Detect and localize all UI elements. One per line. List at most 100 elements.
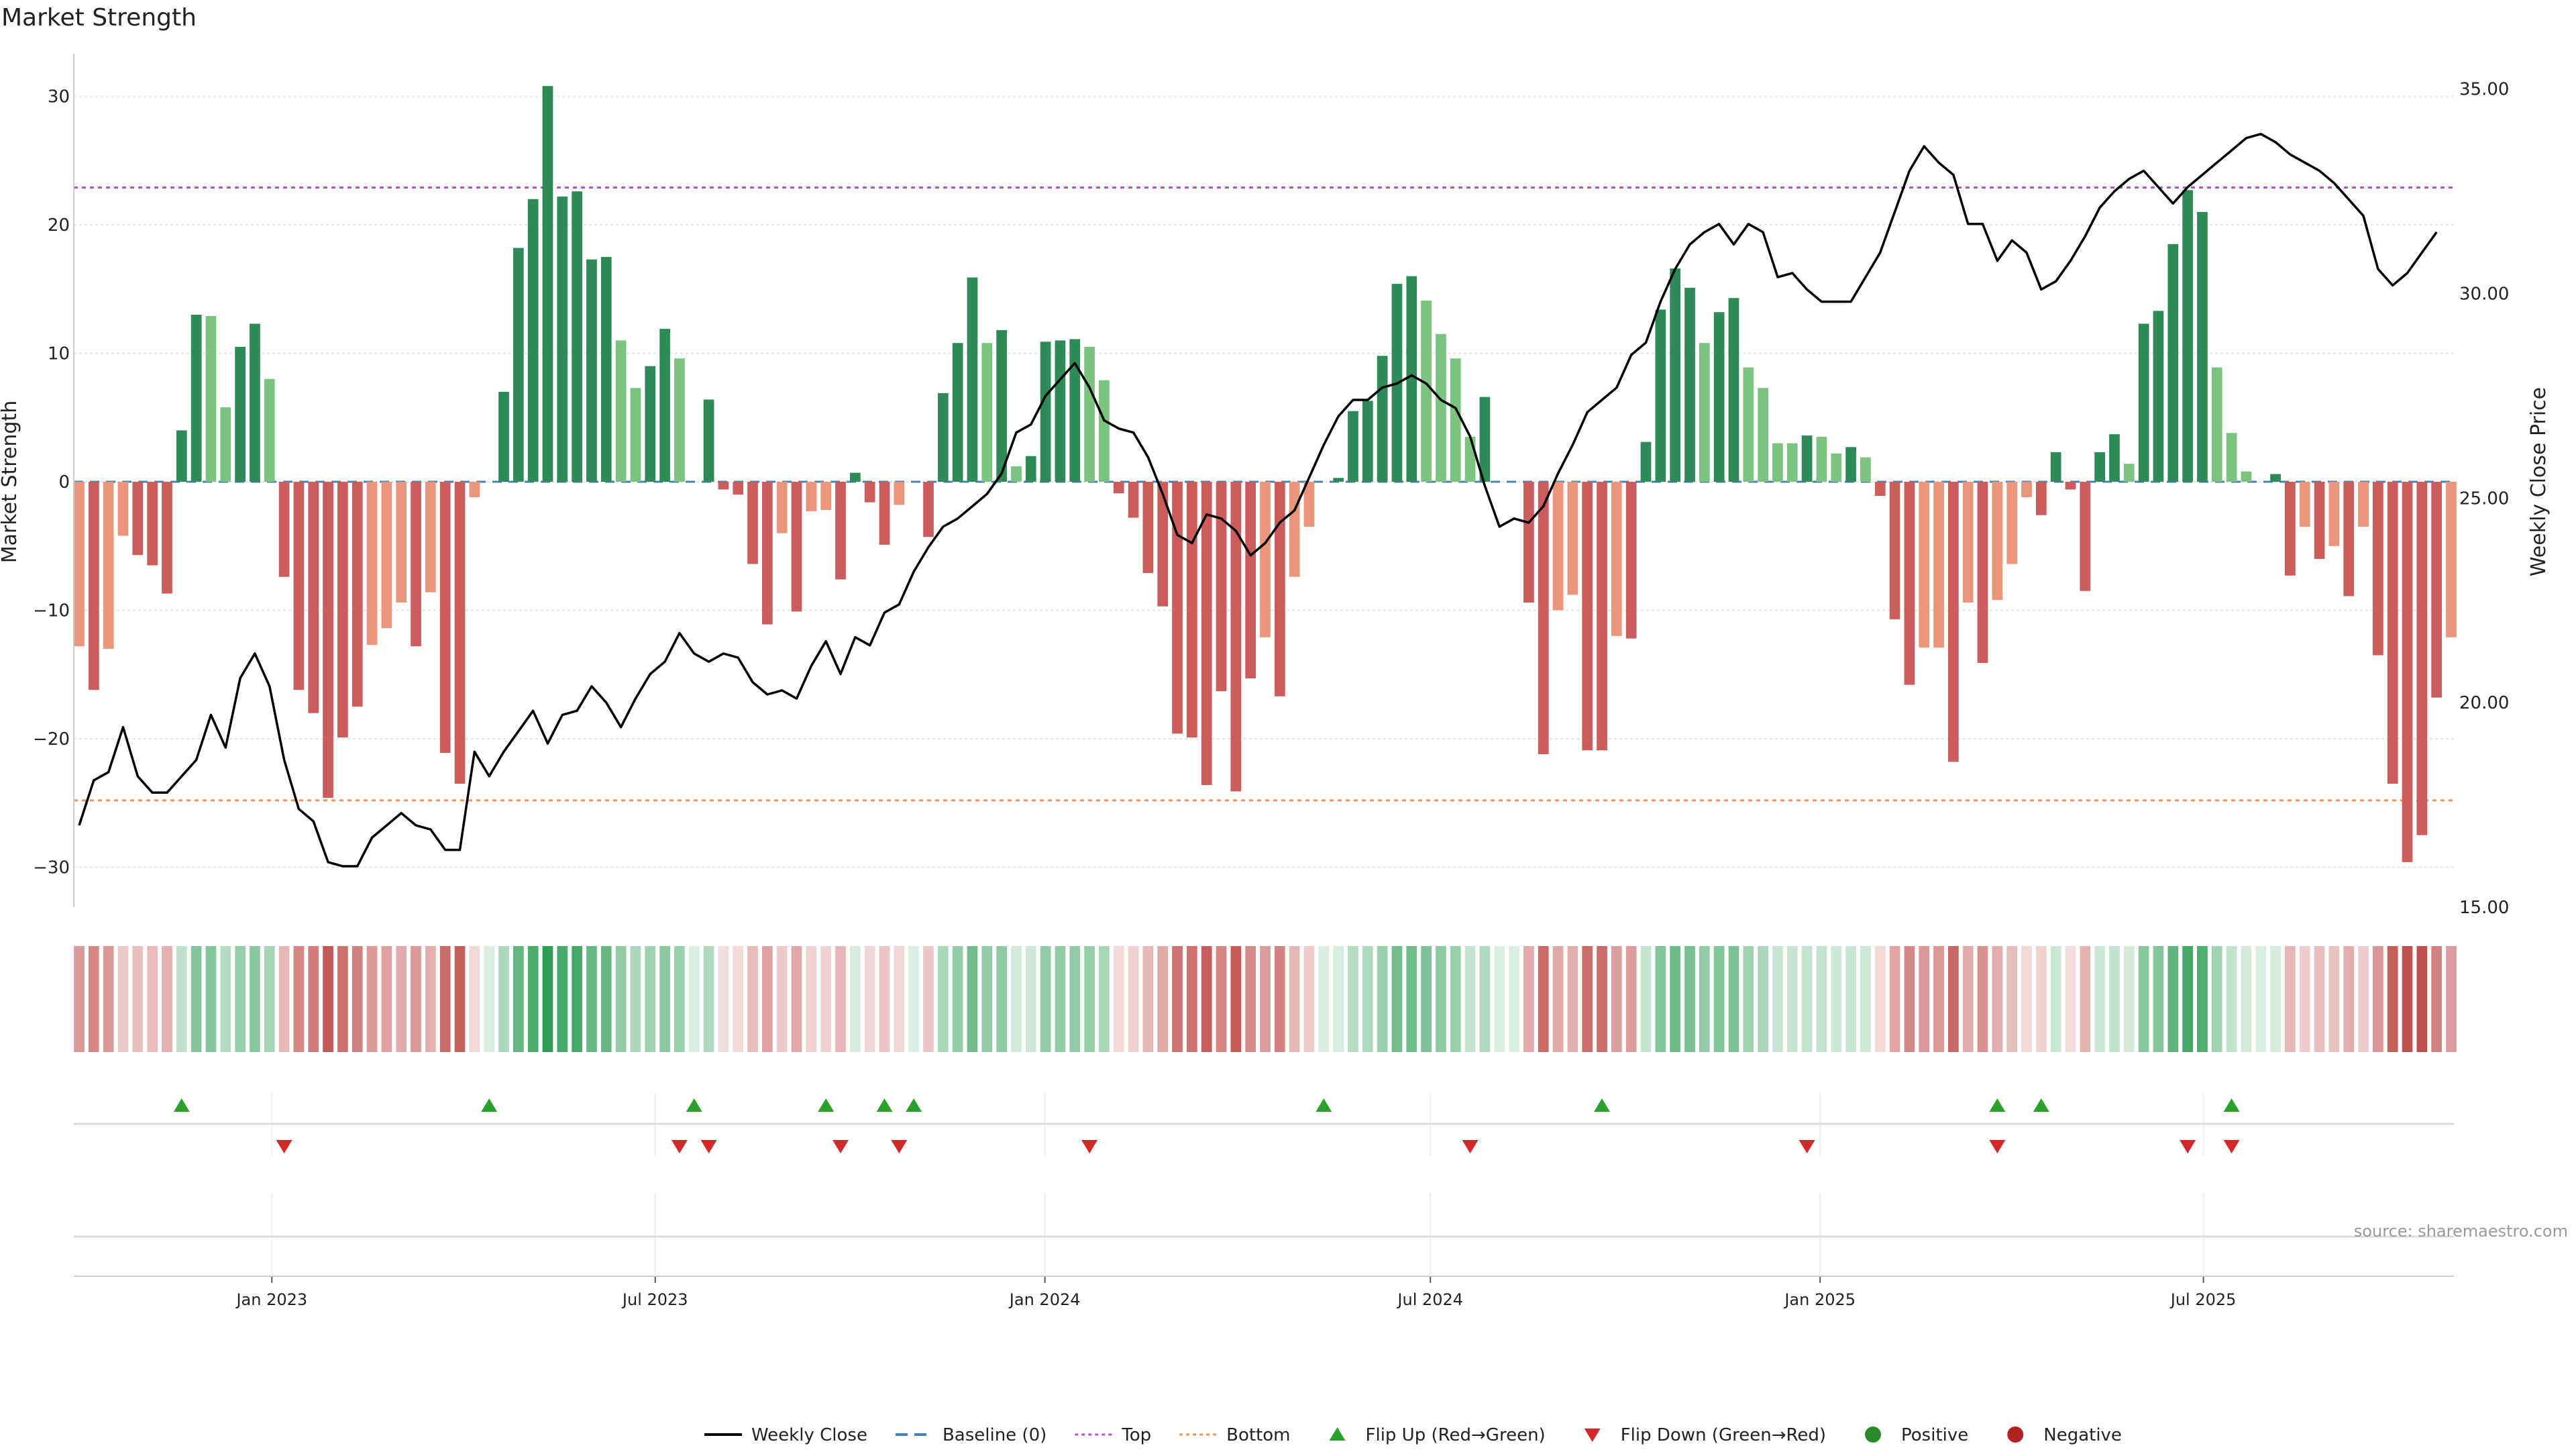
strength-bar	[600, 256, 612, 482]
strength-bar	[2270, 474, 2281, 482]
legend-label: Negative	[2043, 1425, 2122, 1445]
heat-cell	[1436, 946, 1446, 1052]
legend-label: Flip Up (Red→Green)	[1366, 1425, 1546, 1445]
heat-cell	[2153, 946, 2164, 1052]
strength-bar	[674, 358, 685, 482]
heat-cell	[1655, 946, 1666, 1052]
flip-down-marker	[1081, 1140, 1098, 1153]
y-tick-label: 20	[48, 215, 70, 236]
heat-cell	[2431, 946, 2443, 1052]
flip-up-marker	[686, 1098, 702, 1112]
flip-down-marker	[671, 1140, 688, 1153]
legend-label: Top	[1121, 1425, 1151, 1445]
heat-cell	[1538, 946, 1549, 1052]
strength-bar	[1889, 482, 1900, 619]
heat-cell	[572, 946, 582, 1052]
strength-bar	[1479, 397, 1491, 482]
strength-bar	[1406, 276, 1417, 482]
y2-tick-label: 30.00	[2459, 284, 2509, 304]
strength-bar	[762, 482, 773, 625]
heat-cell	[352, 946, 363, 1052]
heat-cell	[2358, 946, 2369, 1052]
heat-cell	[806, 946, 817, 1052]
heat-cell	[659, 946, 670, 1052]
strength-bar	[2226, 433, 2237, 482]
heat-cell	[1303, 946, 1315, 1052]
heat-cell	[557, 946, 568, 1052]
heat-cell	[2255, 946, 2267, 1052]
source-note: source: sharemaestro.com	[2354, 1222, 2568, 1241]
strength-bar	[1713, 312, 1725, 482]
strength-bar	[2050, 452, 2061, 482]
strength-bar	[1874, 482, 1886, 497]
heat-cell	[1699, 946, 1710, 1052]
heat-cell	[1786, 946, 1798, 1052]
x-tick-label: Jan 2024	[1008, 1290, 1081, 1309]
strength-bar	[2358, 482, 2369, 527]
heat-cell	[762, 946, 773, 1052]
heat-cell	[1391, 946, 1403, 1052]
strength-bars	[74, 86, 2457, 862]
heat-cell	[908, 946, 920, 1052]
legend-swatch	[1584, 1429, 1601, 1442]
strength-bar	[1303, 482, 1315, 527]
heat-cell	[454, 946, 466, 1052]
flip-down-marker	[2180, 1140, 2196, 1153]
heat-cell	[162, 946, 172, 1052]
heat-cell	[1348, 946, 1358, 1052]
strength-bar	[2021, 482, 2032, 497]
strength-bar	[220, 407, 231, 482]
heat-cell	[411, 946, 421, 1052]
heat-cell	[1406, 946, 1417, 1052]
strength-bar	[586, 259, 597, 482]
heat-cell	[791, 946, 802, 1052]
strength-bar	[1377, 356, 1388, 482]
flip-up-marker	[1594, 1098, 1611, 1112]
heat-cell	[278, 946, 290, 1052]
strength-bar	[454, 482, 466, 784]
legend-item: Weekly Close	[704, 1425, 867, 1445]
heat-cell	[484, 946, 495, 1052]
strength-bar	[205, 315, 217, 482]
heat-cell	[600, 946, 612, 1052]
strength-bar	[337, 482, 348, 738]
strength-bar	[630, 388, 641, 482]
legend: Weekly Close Baseline (0) Top Bottom Flip Up…	[704, 1425, 2122, 1445]
price-line	[78, 132, 2438, 868]
heat-cell	[2402, 946, 2413, 1052]
heat-strip	[74, 946, 2457, 1052]
heat-cell	[1933, 946, 1944, 1052]
strength-bar	[806, 482, 817, 512]
strength-bar	[2138, 323, 2149, 482]
heat-cell	[1758, 946, 1768, 1052]
y-tick-label: 10	[48, 344, 70, 364]
heat-cell	[1318, 946, 1330, 1052]
flip-up-marker	[2033, 1098, 2049, 1112]
heat-cell	[849, 946, 861, 1052]
strength-bar	[1201, 482, 1212, 785]
strength-bar	[74, 482, 85, 647]
heat-cell	[337, 946, 348, 1052]
heat-cell	[220, 946, 231, 1052]
strength-bar	[2373, 482, 2383, 656]
heat-cell	[1640, 946, 1652, 1052]
strength-bar	[1099, 380, 1110, 482]
strength-bar	[293, 482, 305, 690]
heat-cell	[1128, 946, 1139, 1052]
strength-bar	[2416, 482, 2428, 835]
strength-bar	[1523, 482, 1534, 603]
strength-bar	[835, 482, 846, 580]
strength-bar	[1948, 482, 1959, 762]
heat-cell	[1201, 946, 1212, 1052]
y-tick-label: −10	[33, 601, 70, 621]
strength-bar	[937, 393, 949, 482]
heat-cell	[2123, 946, 2135, 1052]
heat-cell	[1831, 946, 1842, 1052]
heat-cell	[1684, 946, 1695, 1052]
strength-bar	[191, 315, 202, 482]
strength-bar	[1450, 358, 1461, 482]
heat-cell	[2021, 946, 2032, 1052]
strength-bar	[323, 482, 333, 798]
flip-down-marker	[1799, 1140, 1815, 1153]
heat-cell	[542, 946, 553, 1052]
